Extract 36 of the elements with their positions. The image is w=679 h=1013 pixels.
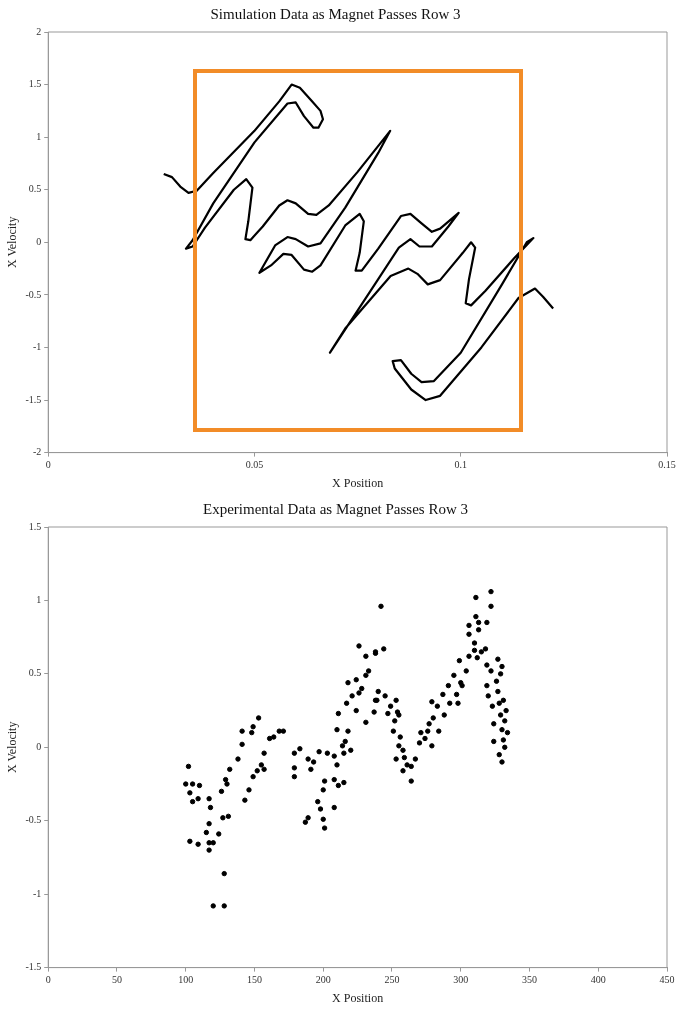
y-tick-label: -1.5: [25, 393, 42, 405]
chart-title: Experimental Data as Magnet Passes Row 3: [203, 500, 468, 517]
y-tick-label: -0.5: [25, 288, 42, 300]
x-tick-label: 0: [45, 459, 51, 471]
x-tick-label: 450: [659, 974, 675, 986]
x-tick-label: 250: [384, 974, 400, 986]
y-tick-label: -0.5: [25, 814, 42, 826]
y-tick-label: 1.5: [28, 78, 42, 90]
x-tick-label: 350: [522, 974, 537, 986]
y-axis-title: X Velocity: [5, 721, 20, 774]
x-tick-label: 200: [315, 974, 331, 986]
x-tick-label: 100: [178, 974, 194, 986]
chart-title: Simulation Data as Magnet Passes Row 3: [210, 5, 461, 22]
y-tick-label: 1: [36, 594, 42, 606]
x-axis-title: X Position: [332, 990, 384, 1005]
y-tick-label: -1: [32, 341, 42, 353]
x-tick-label: 0.15: [658, 459, 676, 471]
x-tick-label: 0: [45, 974, 51, 986]
y-tick-label: 0.5: [28, 667, 42, 679]
x-axis-title: X Position: [332, 475, 384, 490]
y-tick-label: 0.5: [28, 183, 42, 195]
y-tick-label: 0: [36, 740, 42, 752]
x-tick-label: 150: [246, 974, 262, 986]
x-tick-label: 300: [453, 974, 469, 986]
y-tick-label: 1: [36, 130, 42, 142]
y-tick-label: 0: [36, 235, 42, 247]
x-tick-label: 0.05: [245, 459, 264, 471]
x-tick-label: 400: [590, 974, 606, 986]
y-tick-label: -1: [32, 887, 42, 899]
x-tick-label: 0.1: [454, 459, 467, 471]
y-tick-label: 2: [36, 25, 42, 37]
y-axis-title: X Velocity: [5, 216, 20, 269]
y-tick-label: 1.5: [28, 520, 42, 532]
y-tick-label: -2: [32, 446, 42, 458]
x-tick-label: 50: [111, 974, 122, 986]
y-tick-label: -1.5: [25, 961, 42, 973]
